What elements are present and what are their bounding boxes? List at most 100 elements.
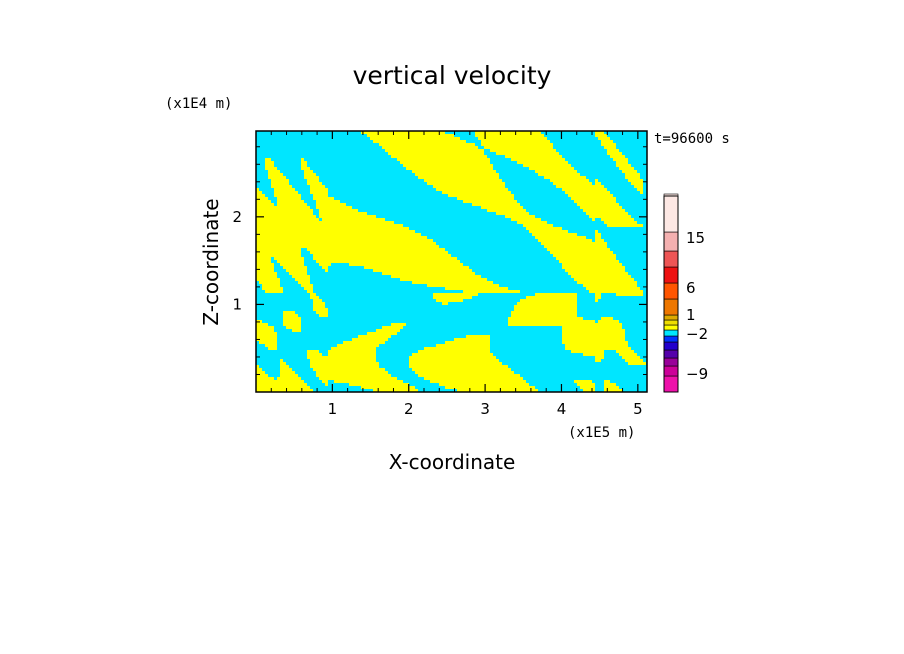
field-cell-positive xyxy=(640,191,643,194)
field-cell-positive xyxy=(511,158,565,161)
field-cell-positive xyxy=(637,188,643,191)
field-cell-positive xyxy=(595,236,601,239)
field-cell-positive xyxy=(256,260,271,263)
field-cell-positive xyxy=(268,173,283,176)
field-cell-positive xyxy=(574,380,592,383)
field-cell-positive xyxy=(523,224,553,227)
field-cell-positive xyxy=(310,365,379,368)
field-cell-positive xyxy=(283,320,301,323)
field-cell-positive xyxy=(583,353,604,356)
colorbar-swatch xyxy=(663,324,679,331)
field-cell-positive xyxy=(256,200,271,203)
field-cell-positive xyxy=(256,251,301,254)
field-cell-positive xyxy=(511,311,577,314)
field-cell-positive xyxy=(286,269,307,272)
field-cell-positive xyxy=(310,188,328,191)
field-cell-positive xyxy=(418,176,499,179)
field-cell-positive xyxy=(313,305,325,308)
field-cell-positive xyxy=(307,182,322,185)
field-cell-positive xyxy=(334,380,403,383)
field-cell-positive xyxy=(289,272,307,275)
field-cell-positive xyxy=(256,212,313,215)
field-cell-positive xyxy=(325,383,328,386)
field-cell-positive xyxy=(283,311,295,314)
field-cell-positive xyxy=(256,335,277,338)
field-cell-positive xyxy=(313,302,325,305)
field-cell-positive xyxy=(622,170,637,173)
field-cell-positive xyxy=(571,275,631,278)
field-cell-positive xyxy=(364,266,469,269)
field-cell-positive xyxy=(496,152,559,155)
field-cell-positive xyxy=(487,209,526,212)
colorbar-swatch xyxy=(663,365,679,377)
field-cell-positive xyxy=(274,194,301,197)
field-cell-positive xyxy=(475,134,544,137)
field-cell-positive xyxy=(307,290,313,293)
field-cell-positive xyxy=(508,317,583,320)
field-cell-positive xyxy=(283,266,307,269)
field-cell-positive xyxy=(619,353,637,356)
field-cell-positive xyxy=(256,218,319,221)
field-cell-positive xyxy=(256,257,271,260)
field-cell-positive xyxy=(268,347,277,350)
field-cell-positive xyxy=(562,332,625,335)
field-cell-positive xyxy=(256,236,427,239)
field-cell-positive xyxy=(568,194,613,197)
field-cell-positive xyxy=(301,167,310,170)
field-cell-positive xyxy=(631,182,643,185)
field-cell-positive xyxy=(604,383,616,386)
field-cell-positive xyxy=(505,155,562,158)
colorbar-swatch xyxy=(663,335,679,343)
field-cell-positive xyxy=(508,320,595,323)
field-cell-positive xyxy=(619,167,634,170)
field-cell-positive xyxy=(628,362,646,365)
field-cell-positive xyxy=(367,332,397,335)
field-cell-positive xyxy=(595,296,601,299)
field-cell-positive xyxy=(445,341,490,344)
field-cell-positive xyxy=(256,239,433,242)
field-cell-positive xyxy=(328,350,376,353)
field-cell-positive xyxy=(562,266,625,269)
field-cell-positive xyxy=(622,356,640,359)
field-cell-positive xyxy=(511,314,577,317)
field-cell-positive xyxy=(562,329,625,332)
field-cell-positive xyxy=(382,272,475,275)
field-cell-positive xyxy=(307,179,319,182)
field-cell-positive xyxy=(595,299,598,302)
field-cell-positive xyxy=(262,287,283,290)
field-cell-positive xyxy=(532,233,577,236)
field-cell-positive xyxy=(328,353,376,356)
field-cell-positive xyxy=(538,173,580,176)
field-cell-positive xyxy=(598,320,619,323)
colorbar-swatch xyxy=(663,349,679,359)
field-cell-positive xyxy=(310,191,328,194)
x-tick-label: 4 xyxy=(557,400,567,418)
field-cell-positive xyxy=(256,221,394,224)
field-cell-positive xyxy=(361,131,445,134)
field-cell-positive xyxy=(409,365,508,368)
field-cell-positive xyxy=(370,137,460,140)
field-cell-positive xyxy=(322,218,385,221)
field-cell-positive xyxy=(595,293,601,296)
field-cell-positive xyxy=(382,146,478,149)
field-cell-positive xyxy=(316,260,460,263)
colorbar-frame xyxy=(663,195,679,393)
field-cell-positive xyxy=(433,296,472,299)
field-cell-positive xyxy=(262,284,280,287)
colorbar-label: 15 xyxy=(686,229,705,247)
field-cell-positive xyxy=(277,377,301,380)
field-cell-positive xyxy=(361,386,415,389)
field-cell-positive xyxy=(319,377,397,380)
field-cell-positive xyxy=(478,137,547,140)
field-cell-positive xyxy=(538,239,592,242)
field-cell-positive xyxy=(256,263,274,266)
field-cell-positive xyxy=(541,242,607,245)
field-cell-positive xyxy=(595,359,601,362)
field-cell-positive xyxy=(349,383,409,386)
x-tick-label: 2 xyxy=(404,400,414,418)
field-cell-positive xyxy=(445,287,508,290)
field-cell-positive xyxy=(271,179,289,182)
colorbar-swatch xyxy=(663,341,679,351)
field-cell-positive xyxy=(508,323,622,326)
field-cell-positive xyxy=(343,341,385,344)
